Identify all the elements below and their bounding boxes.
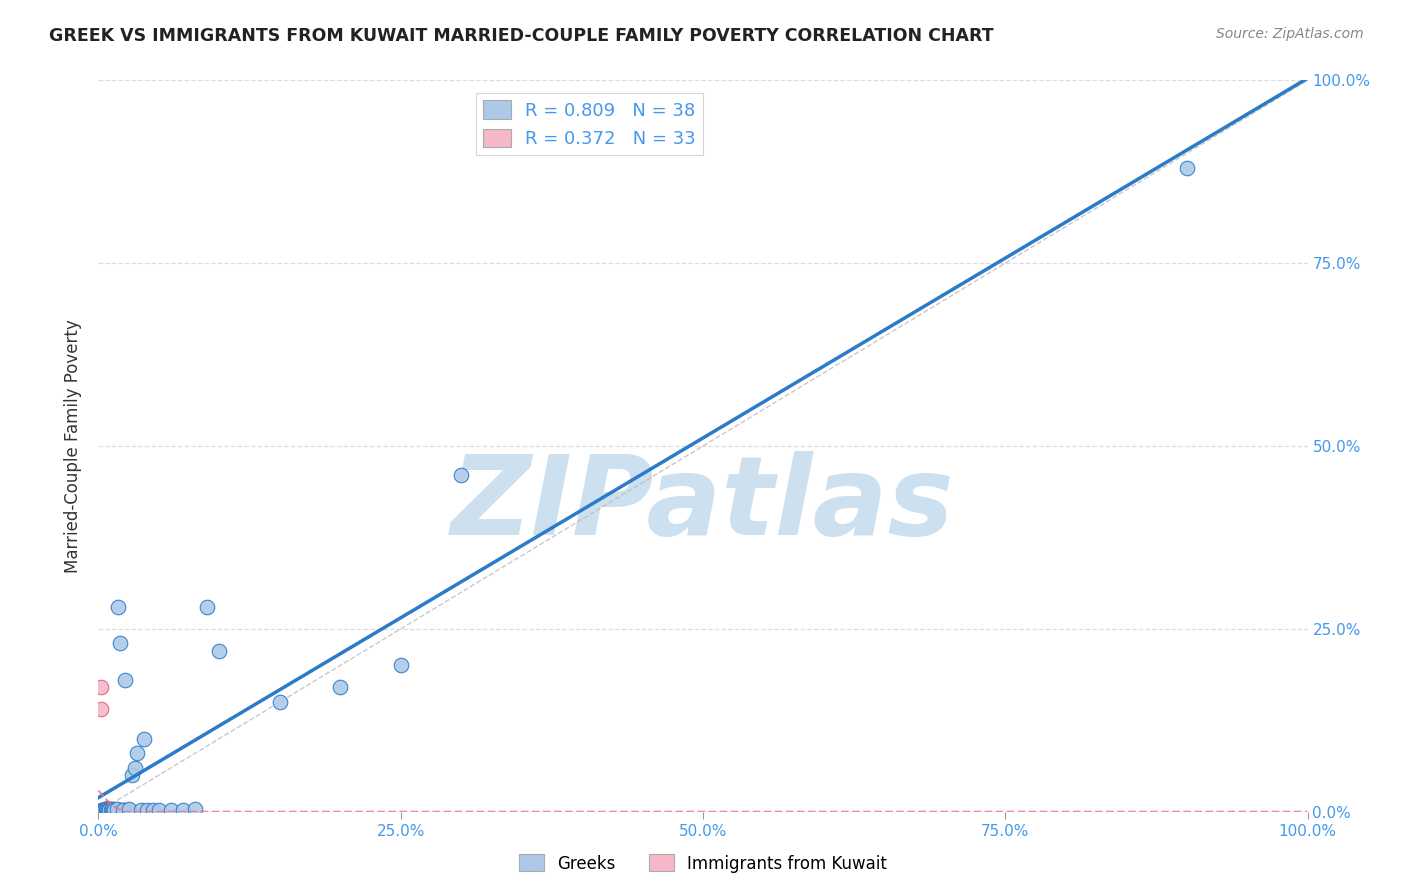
Point: [389, 658, 412, 673]
Point: [114, 803, 136, 817]
Point: [160, 803, 183, 817]
Point: [91, 803, 114, 817]
Point: [91, 803, 114, 817]
Point: [93, 803, 115, 817]
Point: [96, 803, 118, 817]
Point: [94, 803, 117, 817]
Point: [96, 803, 118, 817]
Point: [114, 673, 136, 687]
Point: [91, 803, 114, 817]
Point: [195, 599, 218, 614]
Point: [127, 746, 149, 760]
Point: [104, 803, 127, 817]
Point: [94, 802, 117, 816]
Point: [100, 802, 122, 816]
Point: [134, 731, 156, 746]
Point: [107, 803, 129, 817]
Point: [93, 803, 115, 817]
Point: [135, 803, 157, 817]
Point: [97, 803, 120, 817]
Point: [100, 802, 122, 816]
Point: [94, 803, 117, 817]
Legend: Greeks, Immigrants from Kuwait: Greeks, Immigrants from Kuwait: [512, 847, 894, 880]
Point: [93, 803, 115, 817]
Point: [184, 802, 207, 816]
Point: [96, 803, 118, 817]
Point: [148, 803, 170, 817]
Point: [91, 803, 114, 817]
Point: [94, 803, 117, 817]
Text: GREEK VS IMMIGRANTS FROM KUWAIT MARRIED-COUPLE FAMILY POVERTY CORRELATION CHART: GREEK VS IMMIGRANTS FROM KUWAIT MARRIED-…: [49, 27, 994, 45]
Legend: R = 0.809   N = 38, R = 0.372   N = 33: R = 0.809 N = 38, R = 0.372 N = 33: [477, 93, 703, 155]
Point: [90, 702, 112, 716]
Point: [101, 803, 124, 817]
Y-axis label: Married-Couple Family Poverty: Married-Couple Family Poverty: [65, 319, 83, 573]
Point: [124, 761, 146, 775]
Point: [98, 803, 121, 817]
Point: [142, 803, 165, 817]
Point: [118, 802, 141, 816]
Point: [103, 803, 125, 817]
Point: [101, 803, 124, 817]
Point: [208, 644, 231, 658]
Point: [108, 636, 131, 650]
Point: [90, 681, 112, 695]
Point: [93, 803, 115, 817]
Point: [121, 768, 143, 782]
Point: [105, 803, 128, 817]
Point: [103, 803, 125, 817]
Point: [93, 803, 115, 817]
Point: [98, 803, 121, 817]
Point: [172, 803, 194, 817]
Point: [107, 599, 129, 614]
Point: [111, 803, 134, 817]
Point: [91, 803, 114, 817]
Point: [100, 803, 122, 817]
Point: [91, 803, 114, 817]
Point: [96, 801, 118, 815]
Point: [100, 803, 122, 817]
Point: [97, 803, 120, 817]
Point: [118, 803, 141, 817]
Text: Source: ZipAtlas.com: Source: ZipAtlas.com: [1216, 27, 1364, 41]
Point: [105, 802, 128, 816]
Point: [91, 803, 114, 817]
Point: [100, 803, 122, 817]
Point: [94, 802, 117, 816]
Point: [269, 695, 291, 709]
Point: [108, 803, 131, 817]
Point: [91, 803, 114, 817]
Point: [129, 803, 152, 817]
Point: [98, 802, 121, 816]
Point: [1175, 161, 1198, 175]
Point: [329, 681, 352, 695]
Point: [96, 803, 118, 817]
Point: [450, 468, 472, 483]
Text: ZIPatlas: ZIPatlas: [451, 451, 955, 558]
Point: [97, 803, 120, 817]
Point: [111, 803, 134, 817]
